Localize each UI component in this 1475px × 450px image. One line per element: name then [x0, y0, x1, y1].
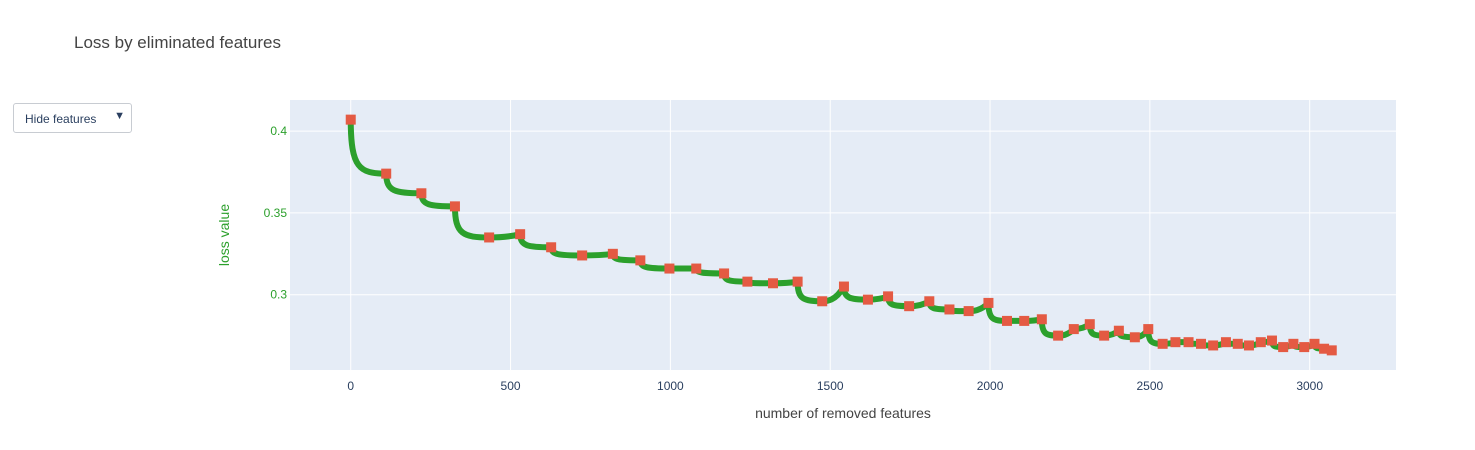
data-point-marker: [1170, 337, 1181, 348]
data-point-marker: [515, 229, 526, 240]
data-point-marker: [1255, 337, 1266, 348]
data-point-marker: [1243, 340, 1254, 351]
data-point-marker: [1288, 338, 1299, 349]
data-point-marker: [381, 168, 392, 179]
data-point-marker: [484, 232, 495, 243]
data-point-marker: [1113, 325, 1124, 336]
plot-background: [290, 100, 1396, 370]
data-point-marker: [767, 278, 778, 289]
data-point-marker: [1068, 324, 1079, 335]
x-tick-label: 2500: [1137, 379, 1164, 393]
data-point-marker: [924, 296, 935, 307]
x-tick-label: 0: [347, 379, 354, 393]
data-point-marker: [1232, 338, 1243, 349]
data-point-marker: [1299, 342, 1310, 353]
data-point-marker: [792, 276, 803, 287]
data-point-marker: [719, 268, 730, 279]
x-tick-label: 2000: [977, 379, 1004, 393]
y-tick-label: 0.35: [264, 206, 288, 220]
data-point-marker: [1084, 319, 1095, 330]
data-point-marker: [963, 306, 974, 317]
data-point-marker: [1319, 343, 1330, 354]
dropdown-label: Hide features: [25, 112, 97, 126]
data-point-marker: [838, 281, 849, 292]
data-point-marker: [742, 276, 753, 287]
data-point-marker: [635, 255, 646, 266]
data-point-marker: [904, 301, 915, 312]
x-tick-label: 1000: [657, 379, 684, 393]
data-point-marker: [862, 294, 873, 305]
x-axis-title: number of removed features: [755, 405, 931, 421]
hide-features-dropdown[interactable]: Hide features ▼: [13, 103, 132, 133]
data-point-marker: [1129, 332, 1140, 343]
data-point-marker: [1036, 314, 1047, 325]
data-point-marker: [691, 263, 702, 274]
data-point-marker: [1019, 315, 1030, 326]
triangle-down-icon: ▼: [114, 110, 125, 122]
x-tick-label: 500: [501, 379, 521, 393]
chart-title: Loss by eliminated features: [74, 33, 281, 52]
data-point-marker: [664, 263, 675, 274]
data-point-marker: [1157, 338, 1168, 349]
data-point-marker: [883, 291, 894, 302]
data-point-marker: [1099, 330, 1110, 341]
data-point-marker: [983, 297, 994, 308]
data-point-marker: [944, 304, 955, 315]
y-tick-label: 0.4: [270, 124, 287, 138]
data-point-marker: [1278, 342, 1289, 353]
data-point-marker: [1001, 315, 1012, 326]
data-point-marker: [1326, 345, 1337, 356]
x-tick-label: 1500: [817, 379, 844, 393]
data-point-marker: [1266, 335, 1277, 346]
data-point-marker: [577, 250, 588, 261]
data-point-marker: [546, 242, 557, 253]
data-point-marker: [1220, 337, 1231, 348]
data-point-marker: [607, 248, 618, 259]
data-point-marker: [449, 201, 460, 212]
data-point-marker: [1143, 324, 1154, 335]
y-axis-title: loss value: [216, 204, 232, 266]
data-point-marker: [1196, 338, 1207, 349]
data-point-marker: [1053, 330, 1064, 341]
data-point-marker: [1309, 338, 1320, 349]
x-tick-label: 3000: [1296, 379, 1323, 393]
data-point-marker: [345, 114, 356, 125]
data-point-marker: [1208, 340, 1219, 351]
data-point-marker: [1183, 337, 1194, 348]
y-tick-label: 0.3: [270, 288, 287, 302]
data-point-marker: [817, 296, 828, 307]
data-point-marker: [416, 188, 427, 199]
